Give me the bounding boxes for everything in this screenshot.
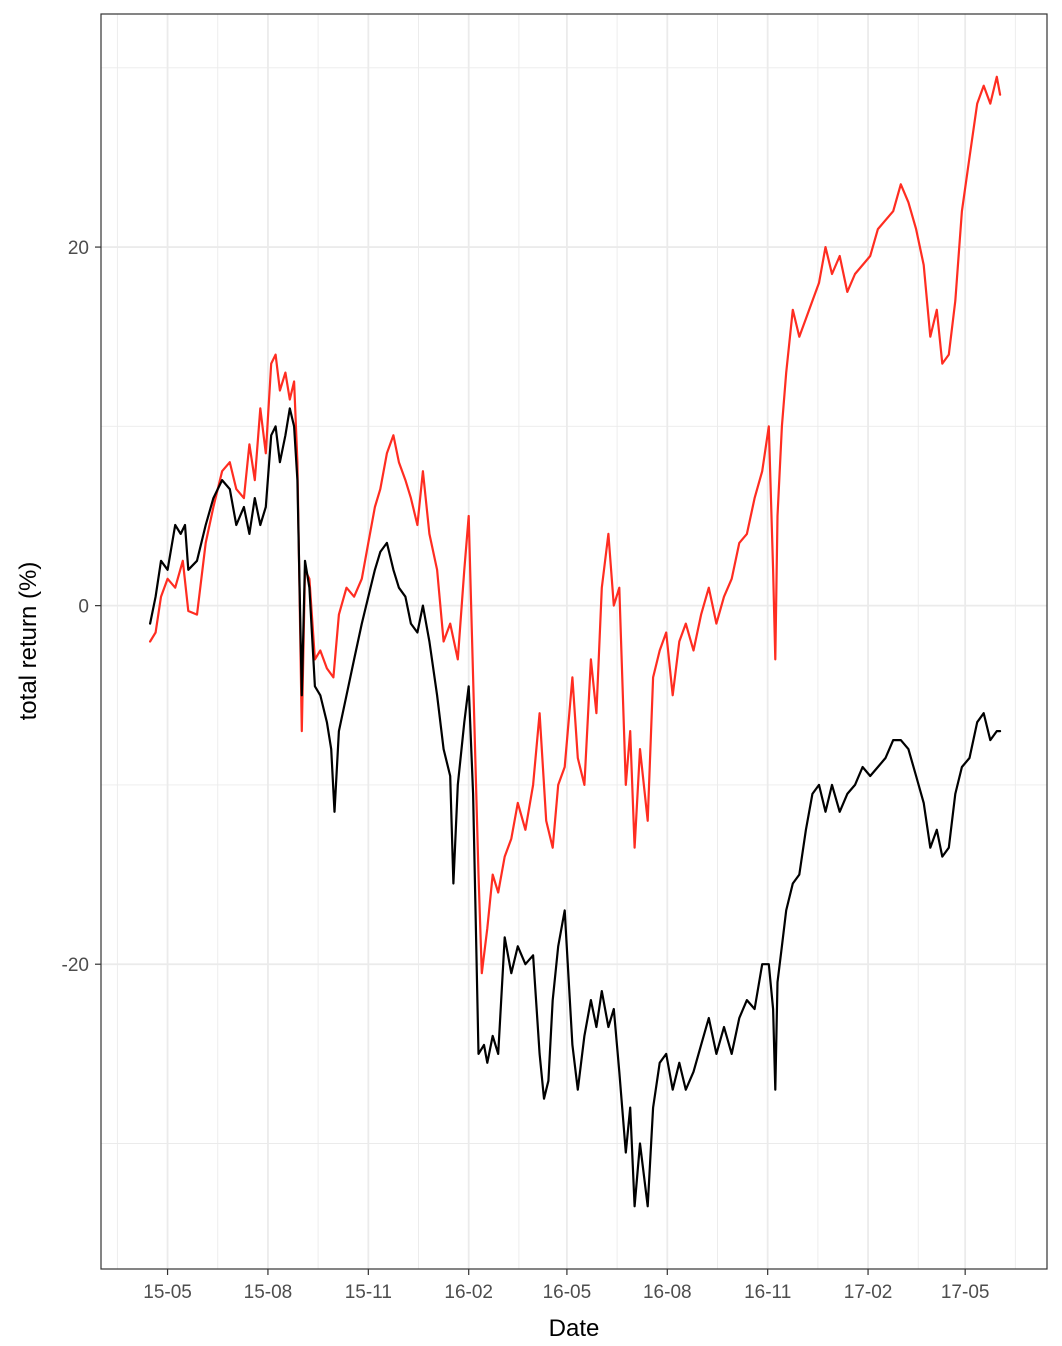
- y-tick-label: 20: [68, 238, 89, 259]
- x-tick-label: 16-02: [444, 1282, 493, 1303]
- x-tick-label: 16-08: [643, 1282, 692, 1303]
- plot-panel-border: [100, 13, 1048, 1270]
- series-line-black: [149, 407, 1002, 1208]
- x-axis-title: Date: [549, 1315, 600, 1342]
- x-tick-label: 15-11: [345, 1282, 392, 1303]
- grid-minor: [101, 14, 1047, 1269]
- x-tick-label: 16-11: [744, 1282, 791, 1303]
- x-tick-label: 15-08: [244, 1282, 293, 1303]
- series-line-red: [149, 75, 1002, 975]
- y-tick-label: -20: [62, 955, 89, 976]
- x-tick-label: 17-05: [941, 1282, 990, 1303]
- x-tick-label: 16-05: [543, 1282, 592, 1303]
- y-axis-title: total return (%): [15, 562, 42, 721]
- series-layer: [149, 75, 1002, 1208]
- x-tick-label: 17-02: [844, 1282, 893, 1303]
- y-tick-label: 0: [78, 597, 89, 618]
- x-axis: 15-05 15-08 15-11 16-02 16-05 16-08 16-11 17-02…: [143, 1269, 989, 1303]
- grid-major: [101, 14, 1047, 1269]
- x-tick-label: 15-05: [143, 1282, 192, 1303]
- plot-panel: [101, 14, 1047, 1269]
- y-axis: -20 0 20: [62, 238, 101, 976]
